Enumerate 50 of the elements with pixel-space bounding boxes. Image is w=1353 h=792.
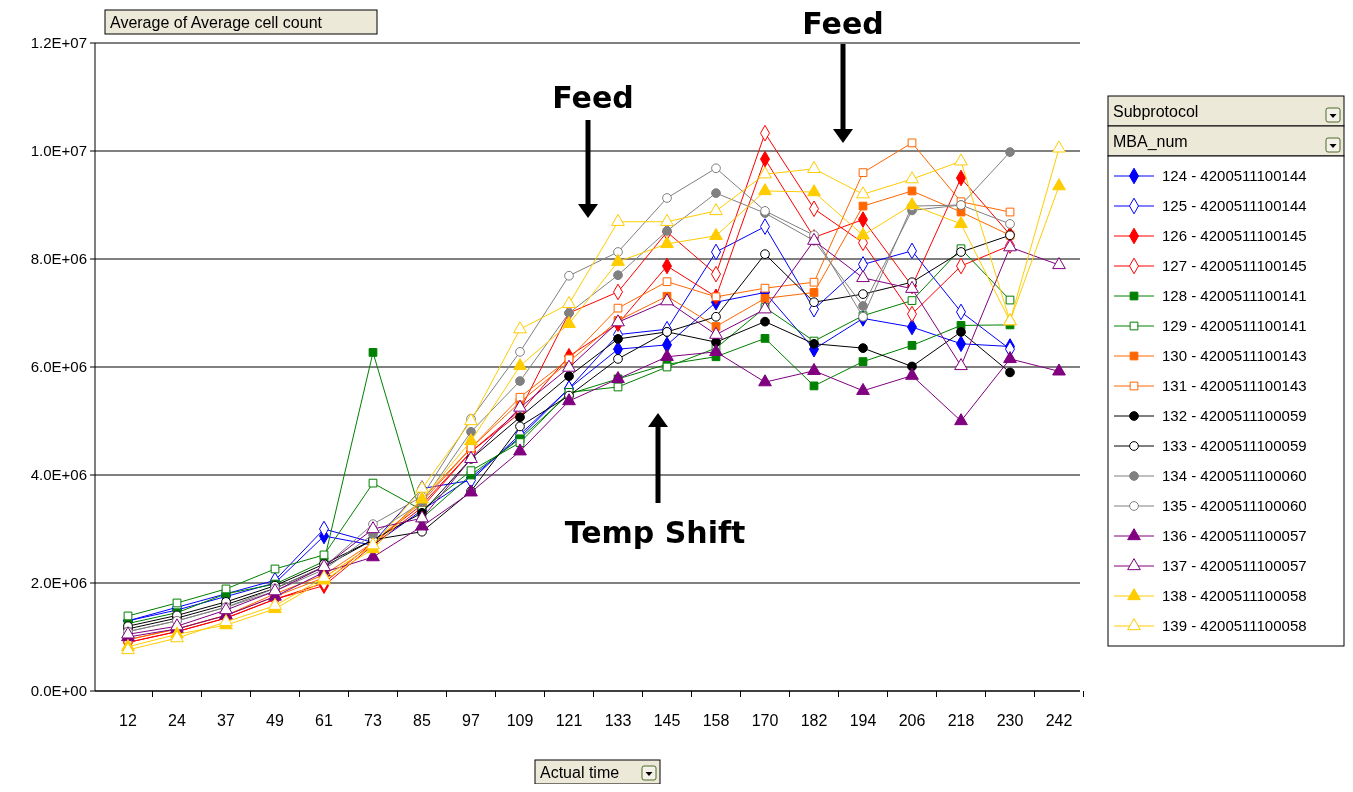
legend-label: 127 - 4200511100145: [1162, 257, 1307, 275]
x-tick-label: 61: [315, 712, 333, 729]
x-tick-label: 145: [653, 712, 681, 729]
text: Feed: [802, 6, 884, 41]
x-tick-label: 121: [555, 712, 583, 729]
text: Subprotocol: [1113, 103, 1199, 120]
legend-label: 135 - 4200511100060: [1162, 497, 1307, 515]
chart-title: Average of Average cell count: [110, 14, 323, 31]
x-tick-label: 242: [1045, 712, 1073, 729]
x-tick-label: 194: [849, 712, 877, 729]
legend-label: 138 - 4200511100058: [1162, 587, 1307, 605]
annotation: Temp Shift: [564, 515, 746, 550]
legend-label: 137 - 4200511100057: [1162, 557, 1307, 575]
x-tick-label: 12: [119, 712, 137, 729]
y-tick-label: 1.2E+07: [30, 34, 87, 52]
x-tick-label: 206: [898, 712, 926, 729]
legend-label: 126 - 4200511100145: [1162, 227, 1307, 245]
x-tick-label: 49: [266, 712, 284, 729]
x-tick-label: 73: [364, 712, 382, 729]
legend-label: 134 - 4200511100060: [1162, 467, 1307, 485]
x-tick-label: 158: [702, 712, 730, 729]
y-tick-label: 4.0E+06: [30, 466, 87, 484]
legend-label: 125 - 4200511100144: [1162, 197, 1307, 215]
y-tick-label: 8.0E+06: [30, 250, 87, 268]
y-tick-label: 1.0E+07: [30, 142, 87, 160]
legend-label: 128 - 4200511100141: [1162, 287, 1307, 305]
legend-title: MBA_num: [1113, 133, 1188, 151]
x-tick-label: 24: [168, 712, 186, 729]
x-tick-label: 133: [604, 712, 632, 729]
x-tick-label: 230: [996, 712, 1024, 729]
x-axis-title: Actual time: [540, 764, 620, 781]
legend-label: 130 - 4200511100143: [1162, 347, 1307, 365]
legend-label: 132 - 4200511100059: [1162, 407, 1307, 425]
x-tick-label: 37: [217, 712, 235, 729]
y-tick-label: 2.0E+06: [30, 574, 87, 592]
x-tick-label: 109: [506, 712, 534, 729]
legend-label: 129 - 4200511100141: [1162, 317, 1307, 335]
legend-label: 131 - 4200511100143: [1162, 377, 1307, 395]
legend-label: 136 - 4200511100057: [1162, 527, 1307, 545]
legend-label: 133 - 4200511100059: [1162, 437, 1307, 455]
y-tick-label: 6.0E+06: [30, 358, 87, 376]
x-tick-label: 85: [413, 712, 431, 729]
y-tick-label: 0.0E+00: [30, 682, 87, 700]
legend-label: 124 - 4200511100144: [1162, 167, 1307, 185]
x-tick-label: 182: [800, 712, 828, 729]
x-tick-label: 170: [751, 712, 779, 729]
legend-label: 139 - 4200511100058: [1162, 617, 1307, 635]
x-tick-label: 218: [947, 712, 975, 729]
x-tick-label: 97: [462, 712, 480, 729]
annotation: Feed: [552, 80, 634, 115]
